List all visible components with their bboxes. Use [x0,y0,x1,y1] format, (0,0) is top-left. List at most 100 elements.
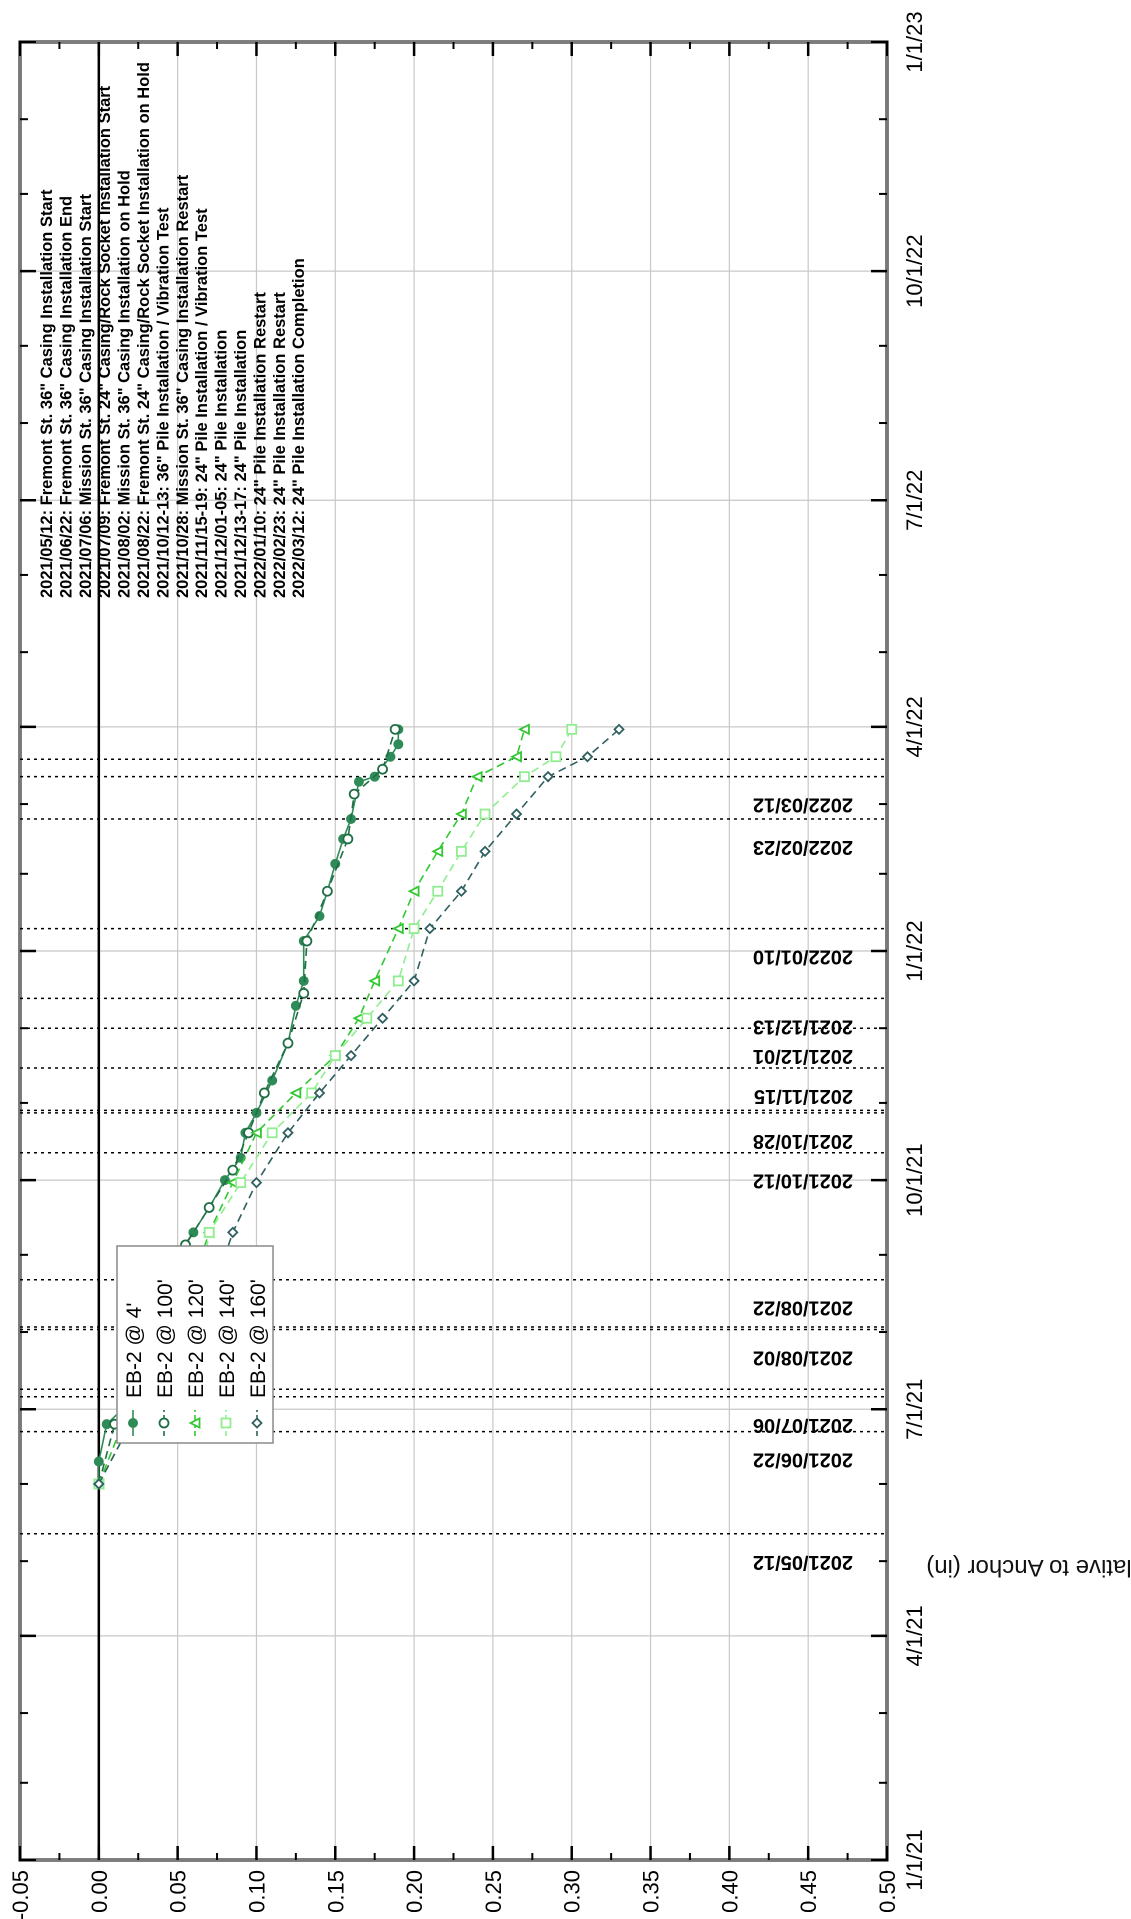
data-point [389,723,401,735]
data-point [249,1126,262,1139]
data-point [455,845,467,857]
annotation-block: 2021/05/12: Fremont St. 36" Casing Insta… [38,62,308,598]
y-tick-label: 0.50 [875,1870,900,1913]
data-point [479,808,491,820]
data-point [348,788,360,800]
event-date-label: 2021/08/22 [753,1297,853,1319]
y-axis-label: Settlement Relative to Anchor (in) [926,1554,1131,1581]
data-point [282,1037,294,1049]
event-date-label: 2021/12/01 [753,1045,853,1067]
y-tick-label: 0.20 [402,1870,427,1913]
event-date-labels: 2021/05/12 2021/06/22 2021/07/06 2021/08/02… [753,794,853,1573]
y-tick-label: 0.15 [323,1870,348,1913]
data-point [282,1127,294,1139]
data-point [227,1164,239,1176]
y-tick-label: -0.05 [8,1870,33,1919]
annotation-line: 2021/08/02: Mission St. 36" Casing Insta… [116,170,134,598]
data-point [392,975,404,987]
grid-lines [19,41,888,1861]
data-point [566,723,578,735]
data-point [479,845,491,858]
event-date-label: 2021/12/13 [753,1015,853,1037]
data-point [542,770,554,783]
y-tick-label: 0.30 [560,1870,585,1913]
data-point [345,1049,357,1062]
data-point [220,1417,232,1429]
x-tick-label: 1/1/23 [902,11,927,72]
event-date-label: 2021/10/12 [753,1170,853,1192]
data-point [385,751,396,762]
data-point [188,1227,199,1238]
annotation-line: 2021/06/22: Fremont St. 36" Casing Insta… [57,196,75,598]
annotation-line: 2021/08/22: Fremont St. 24" Casing/Rock … [135,62,153,598]
data-point [353,776,364,787]
data-point [368,974,381,987]
data-point [313,1087,326,1099]
data-point [301,935,313,947]
data-point [613,723,625,736]
x-tick-label: 1/1/22 [902,920,927,981]
data-point [517,723,530,736]
annotation-line: 2022/01/10: 24" Pile Installation Restar… [251,292,269,598]
legend-label: EB-2 @ 140' [216,1279,239,1398]
data-point [470,770,483,783]
data-point [408,975,420,987]
data-point [455,885,468,898]
data-point [289,1086,302,1099]
event-date-label: 2021/08/02 [753,1347,853,1369]
x-tick-label: 7/1/22 [902,470,927,531]
y-tick-label: 0.40 [717,1870,742,1913]
annotation-line: 2022/02/23: 24" Pile Installation Restar… [271,292,289,598]
data-point [550,751,562,763]
data-point [235,1177,247,1189]
annotation-line: 2022/03/12: 24" Pile Installation Comple… [290,258,308,598]
data-point [581,750,594,763]
data-point [251,1417,263,1429]
x-tick-label: 1/1/21 [902,1829,927,1890]
data-point [454,808,467,820]
legend-label: EB-2 @ 4' [123,1303,146,1398]
data-point [203,1202,215,1213]
data-point [510,750,522,763]
annotation-line: 2021/10/12-13: 36" Pile Installation / V… [154,207,172,598]
data-point [93,1456,104,1467]
data-point [329,1050,341,1061]
data-point [266,1127,278,1139]
data-point [250,1176,263,1189]
y-tick-label: 0.35 [639,1870,664,1913]
x-tick-label: 4/1/21 [902,1605,927,1666]
data-point [432,885,444,897]
axis-ticks [18,40,889,1862]
annotation-line: 2021/12/13-17: 24" Pile Installation [232,330,250,598]
data-point [203,1227,215,1238]
legend-label: EB-2 @ 100' [154,1279,177,1398]
annotation-line: 2021/10/28: Mission St. 36" Casing Insta… [174,174,192,598]
event-date-label: 2021/07/06 [753,1414,853,1436]
event-date-label: 2022/02/23 [753,836,853,858]
data-point [227,1226,239,1239]
data-point [431,845,444,858]
x-tick-labels: 1/1/21 4/1/21 7/1/21 10/1/21 1/1/22 4/1/22 7/1… [902,11,927,1890]
data-point [377,763,388,775]
data-point [391,922,404,935]
data-point [188,1417,201,1429]
annotation-line: 2021/07/09: Fremont St. 24" Casing/Rock … [96,85,114,598]
y-tick-labels: -0.05 0.00 0.05 0.10 0.15 0.20 0.25 0.30 0.35 0.4… [8,1870,900,1919]
y-tick-label: 0.10 [244,1870,269,1913]
annotation-line: 2021/12/01-05: 24" Pile Installation [213,330,231,598]
data-point [128,1418,138,1428]
event-date-label: 2021/10/28 [753,1130,853,1152]
event-date-label: 2021/06/22 [753,1449,853,1471]
legend-label: EB-2 @ 160' [247,1279,270,1398]
event-date-label: 2022/03/12 [753,794,853,816]
annotation-line: 2021/07/06: Mission St. 36" Casing Insta… [77,194,95,598]
annotation-line: 2021/05/12: Fremont St. 36" Casing Insta… [38,189,56,598]
data-point [519,771,530,783]
event-date-label: 2021/11/15 [754,1085,853,1107]
event-lines [20,758,887,1535]
data-point [93,1478,105,1490]
y-tick-label: 0.45 [796,1870,821,1913]
annotation-line: 2021/11/15-19: 24" Pile Installation / V… [193,208,211,598]
x-tick-label: 7/1/21 [902,1379,927,1440]
event-date-label: 2021/05/12 [753,1551,853,1573]
